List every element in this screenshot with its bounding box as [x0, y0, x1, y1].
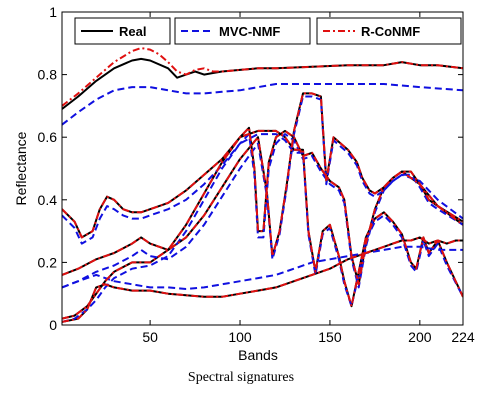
y-tick-label: 0.6: [38, 129, 58, 145]
series-line-real-1: [62, 57, 463, 110]
legend-label: R-CoNMF: [361, 24, 420, 39]
series-line-r-conmf-3: [62, 92, 463, 276]
x-tick-label: 150: [318, 329, 342, 345]
series-line-r-conmf-5: [62, 236, 463, 323]
legend-entry-real: Real: [74, 17, 171, 45]
axes-box: [61, 11, 464, 326]
ticks-layer: 50 100 150 200 224 0 0.2 0.4 0.6 0.8 1: [38, 4, 475, 345]
series-line-mvc-nmf-5: [62, 245, 463, 290]
series-line-mvc-nmf-1: [62, 83, 463, 126]
series-line-mvc-nmf-3: [62, 95, 463, 289]
legend-entry-r-conmf: R-CoNMF: [316, 17, 462, 45]
spectral-chart: 50 100 150 200 224 0 0.2 0.4 0.6 0.8 1 Bands Refle…: [13, 4, 475, 363]
x-tick-label: 200: [408, 329, 432, 345]
figure-caption: Spectral signatures: [187, 370, 295, 385]
series-line-mvc-nmf-2: [62, 133, 463, 289]
x-axis-label: Bands: [238, 347, 278, 363]
x-tick-label: 100: [228, 329, 252, 345]
series-line-real-3: [62, 92, 463, 276]
series-layer: [62, 47, 463, 323]
legend: Real MVC-NMF R-CoNMF: [74, 17, 462, 45]
legend-entry-mvc-nmf: MVC-NMF: [174, 17, 311, 45]
y-axis-label: Reflectance: [13, 131, 29, 205]
y-tick-label: 1: [49, 4, 57, 20]
x-tick-label: 224: [451, 329, 475, 345]
series-line-real-2: [62, 126, 463, 286]
series-line-r-conmf-2: [62, 126, 463, 286]
y-tick-label: 0.8: [38, 67, 58, 83]
y-tick-label: 0: [49, 317, 57, 333]
legend-label: Real: [119, 24, 146, 39]
x-tick-label: 50: [142, 329, 158, 345]
y-tick-label: 0.2: [38, 254, 58, 270]
legend-label: MVC-NMF: [219, 24, 280, 39]
series-line-r-conmf-4: [62, 129, 463, 320]
series-line-r-conmf-1: [62, 47, 463, 107]
y-tick-label: 0.4: [38, 192, 58, 208]
series-line-real-5: [62, 236, 463, 323]
